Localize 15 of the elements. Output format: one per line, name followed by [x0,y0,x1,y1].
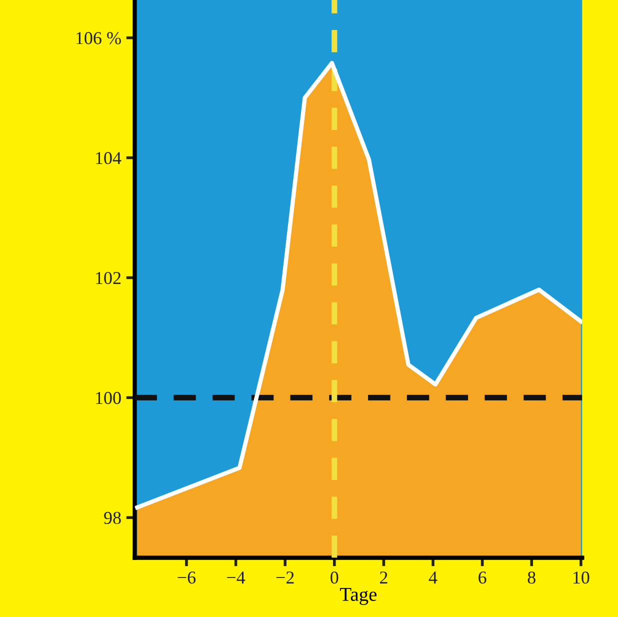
x-tick-label: −2 [276,572,294,584]
y-tick-label: 102 [96,272,121,284]
x-tick-label: 6 [478,572,486,584]
y-tick-label: 98 [104,512,121,524]
y-tick-label: 106 % [76,32,121,44]
x-tick-label: 2 [380,572,388,584]
x-tick-label: −6 [178,572,196,584]
x-tick-label: 4 [428,572,438,584]
x-tick-label: 10 [573,571,590,584]
x-tick-label: −4 [227,572,246,584]
y-tick-label: 100 [96,392,121,404]
x-tick-label: 8 [528,571,536,584]
y-tick-label: 104 [96,152,122,164]
x-tick-label: 0 [330,571,338,584]
x-axis-title: Tage [340,588,377,605]
